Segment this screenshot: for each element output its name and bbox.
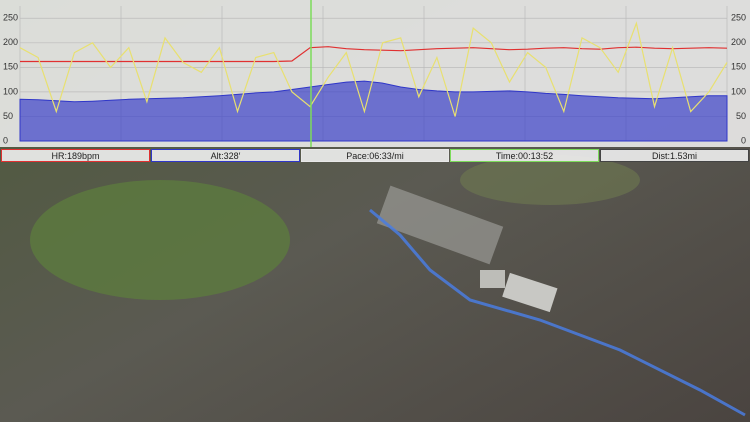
area xyxy=(19,80,728,142)
pace-readout: Pace:06:33/mi xyxy=(301,149,449,162)
hr-readout: HR:189bpm xyxy=(1,149,150,162)
y-tick-label-right: 150 xyxy=(731,62,746,72)
time-readout: Time:00:13:52 xyxy=(450,149,599,162)
line xyxy=(20,46,728,63)
building xyxy=(502,272,558,313)
y-tick-label: 250 xyxy=(3,13,18,23)
field xyxy=(460,155,640,205)
park xyxy=(30,180,290,300)
dist-readout: Dist:1.53mi xyxy=(600,149,749,162)
y-tick-label-right: 100 xyxy=(731,86,746,96)
y-tick-label-right: 200 xyxy=(731,37,746,47)
y-tick-label: 200 xyxy=(3,37,18,47)
chart: 0 0 50 50 100 100 150 150 200 200 250 250 xyxy=(3,0,746,147)
route xyxy=(369,208,746,417)
building xyxy=(480,270,505,288)
alt-readout: Alt:328′ xyxy=(151,149,300,162)
y-tick-label-right: 0 xyxy=(741,135,746,145)
y-tick-label: 50 xyxy=(3,111,13,121)
y-tick-label: 150 xyxy=(3,62,18,72)
y-tick-label: 0 xyxy=(3,135,8,145)
y-tick-label-right: 250 xyxy=(731,13,746,23)
line xyxy=(19,21,728,117)
y-tick-label: 100 xyxy=(3,86,18,96)
y-tick-label-right: 50 xyxy=(736,111,746,121)
building xyxy=(376,185,504,265)
